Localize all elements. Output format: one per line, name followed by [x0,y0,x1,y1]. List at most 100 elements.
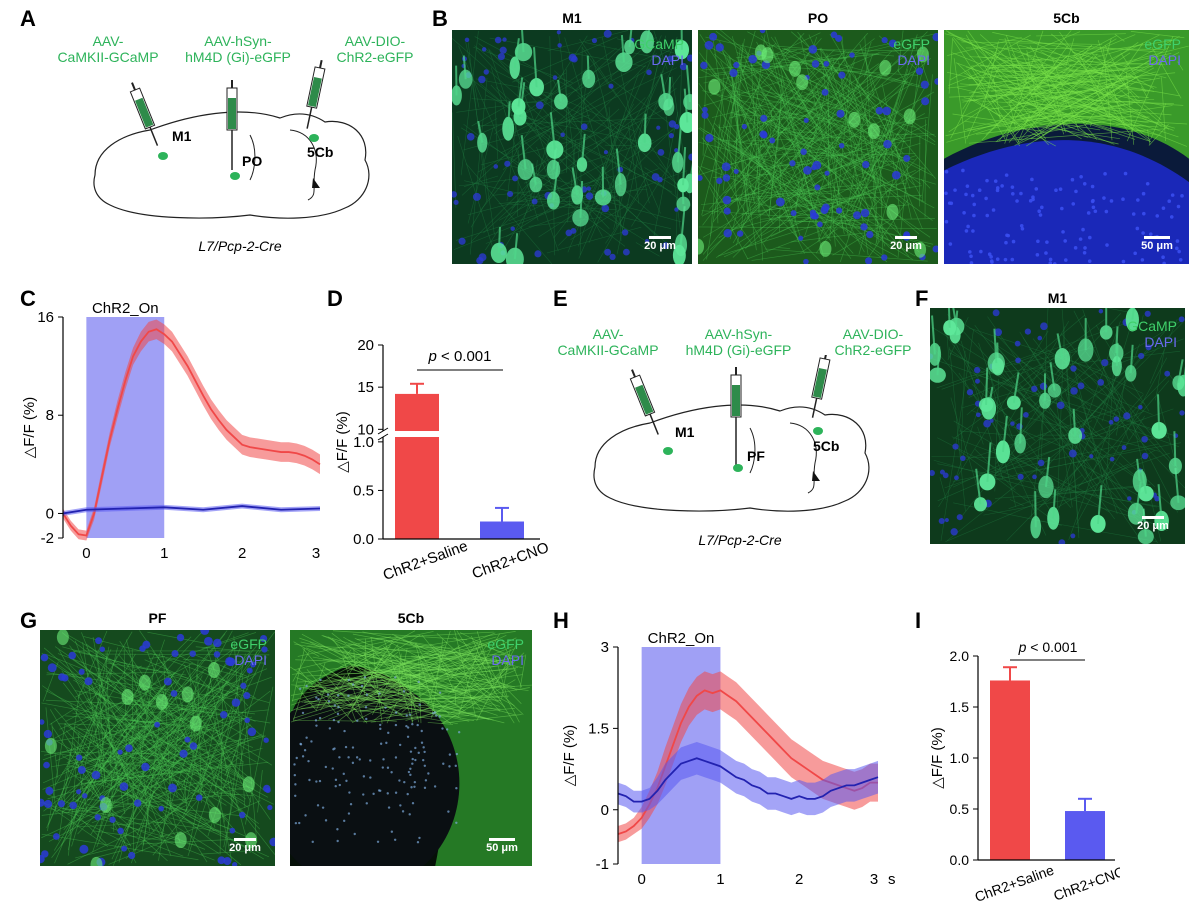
dapi-nucleus [803,258,809,264]
dapi-nucleus [534,250,542,258]
micrograph-pf: eGFP DAPI 20 μm [40,630,275,866]
dapi-nucleus [447,810,450,813]
dapi-nucleus [1121,259,1126,264]
dapi-nucleus [1035,253,1040,257]
dapi-nucleus [1103,172,1107,176]
dapi-nucleus [294,821,298,825]
dapi-nucleus [1123,412,1131,420]
tick-label: 8 [46,407,54,424]
dapi-nucleus [408,713,412,716]
dapi-nucleus [604,248,612,256]
dapi-nucleus [1063,258,1068,262]
dapi-nucleus [259,634,268,643]
dapi-nucleus [1113,416,1120,422]
neuron [155,693,168,710]
dapi-nucleus [355,756,359,759]
dapi-nucleus [688,153,692,161]
neuron [676,196,691,212]
dapi-nucleus [991,208,996,212]
neuron [788,60,801,77]
dapi-nucleus [809,209,817,216]
neuron [509,56,520,80]
dapi-nucleus [1048,257,1053,262]
dapi-nucleus [315,780,318,783]
dapi-nucleus [386,766,390,769]
dapi-nucleus [891,170,901,180]
dapi-nucleus [324,765,328,769]
dapi-nucleus [1082,181,1087,186]
dapi-nucleus [1010,185,1015,189]
dapi-nucleus [170,690,178,697]
dapi-nucleus [992,309,1000,317]
dapi-nucleus [531,198,538,205]
dapi-nucleus [603,150,608,155]
dapi-nucleus [824,170,830,176]
dapi-nucleus [1141,435,1148,443]
dapi-nucleus [715,43,724,52]
dapi-nucleus [311,840,314,844]
dapi-nucleus [1037,209,1042,214]
dapi-nucleus [455,787,458,790]
dapi-nucleus [803,165,812,175]
dapi-nucleus [1178,316,1185,323]
dapi-nucleus [1175,246,1179,251]
dapi-nucleus [921,97,930,106]
dapi-nucleus [394,676,397,679]
dapi-nucleus [971,229,975,233]
scale-bar: 20 μm [886,236,926,252]
dapi-nucleus [406,735,410,739]
dapi-nucleus [962,211,966,215]
micro-title: M1 [562,10,582,26]
dapi-nucleus [422,758,425,762]
dapi-nucleus [171,650,179,658]
dapi-nucleus [1144,310,1151,317]
micrograph-5cb: eGFP DAPI 50 μm [944,30,1189,264]
dapi-nucleus [903,154,911,162]
dapi-nucleus [836,109,845,118]
dapi-nucleus [348,791,351,794]
dapi-nucleus [40,798,45,807]
dapi-nucleus [318,779,322,783]
dapi-nucleus [736,230,744,237]
dapi-nucleus [342,819,346,823]
dapi-nucleus [860,208,870,218]
neuron [848,111,861,128]
syringe-2 [226,80,238,170]
dapi-nucleus [1011,239,1016,244]
dapi-nucleus [401,810,405,813]
neuron [490,242,507,263]
tick-label: 1.5 [588,720,609,737]
dapi-nucleus [960,455,966,462]
dapi-nucleus [1164,370,1171,377]
dapi-nucleus [334,785,337,788]
tick-label: 15 [357,379,374,396]
dapi-nucleus [790,210,797,217]
panel-label-e: E [553,286,568,311]
neuron [615,52,633,72]
dapi-nucleus [453,199,459,205]
dapi-nucleus [267,804,273,811]
dapi-nucleus [417,751,420,755]
dapi-nucleus [163,677,172,686]
dapi-nucleus [478,75,486,84]
tick-label: 1.0 [353,434,374,451]
texture [698,30,938,264]
dapi-nucleus [351,761,355,765]
neuron [663,98,675,116]
micrograph-po: eGFP DAPI 20 μm [698,30,938,264]
panel-label-b: B [432,6,448,31]
dapi-nucleus [432,711,435,715]
dapi-nucleus [1083,246,1087,250]
texture [944,30,1189,264]
dapi-nucleus [1070,365,1077,372]
dapi-nucleus [808,45,818,54]
neuron [677,177,689,193]
dapi-nucleus [698,175,703,181]
dapi-nucleus [723,207,731,215]
dapi-nucleus [860,223,868,231]
dapi-nucleus [445,728,449,731]
dapi-nucleus [502,37,507,42]
neuron [44,737,57,754]
dapi-nucleus [1121,197,1125,202]
